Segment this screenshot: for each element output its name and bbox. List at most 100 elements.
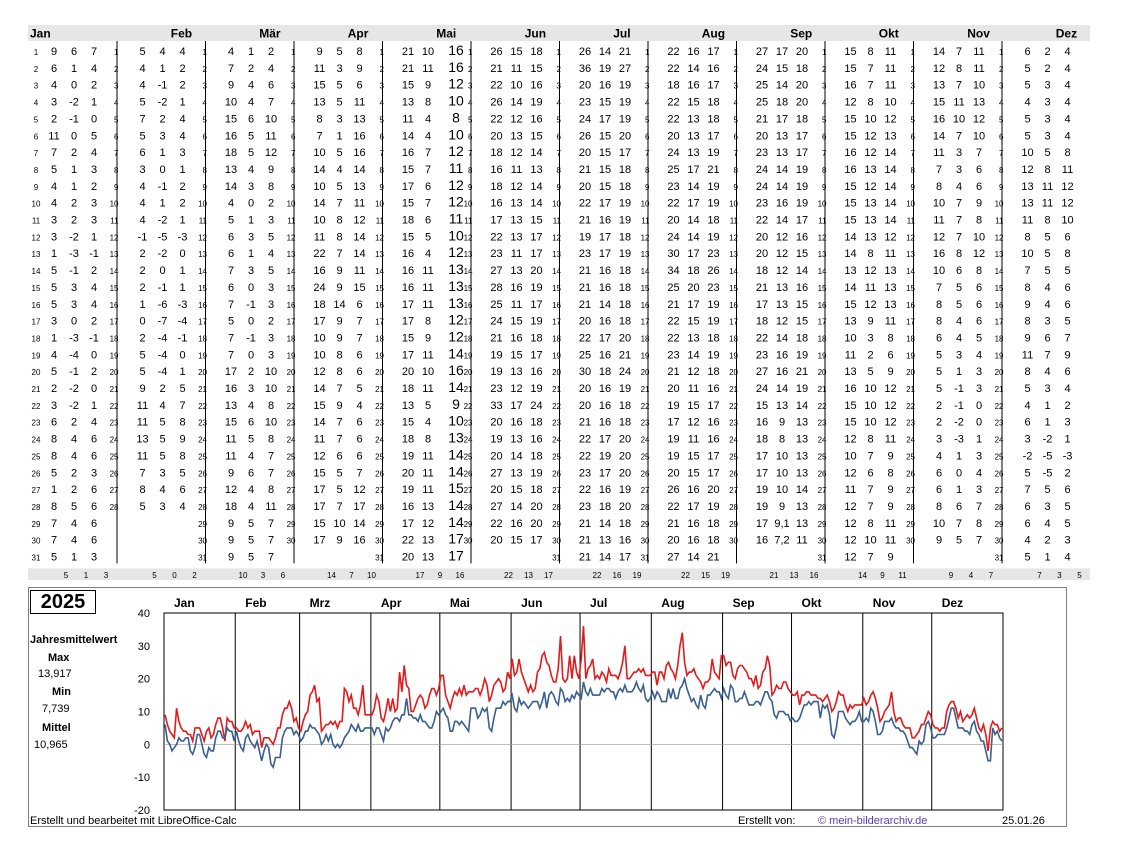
temp-value: 14 [599, 299, 611, 311]
temp-value: 20 [579, 400, 591, 412]
temp-value: 4 [228, 46, 234, 58]
temp-value: 1 [179, 164, 185, 176]
temp-value: 13 [844, 316, 856, 328]
month-header: Jul [613, 27, 630, 41]
temp-value: 10 [953, 113, 965, 125]
temp-value: 5 [1044, 248, 1050, 260]
temp-value: 13 [884, 265, 896, 277]
day-number: 24 [552, 436, 561, 445]
temp-value: 19 [619, 484, 631, 496]
temp-value: 0 [179, 248, 185, 260]
day-number: 18 [464, 334, 473, 343]
temp-value: 19 [619, 248, 631, 260]
temp-value: 13 [510, 467, 522, 479]
temp-value: 11 [265, 501, 276, 513]
temp-value: 10 [776, 467, 788, 479]
temp-value: 25 [490, 299, 502, 311]
temp-value: 12 [313, 450, 325, 462]
temp-value: 27 [490, 501, 502, 513]
day-number: 3 [557, 82, 562, 91]
day-number: 22 [641, 402, 650, 411]
monthly-mean-value: 14 [327, 571, 336, 580]
day-number: 14 [32, 267, 41, 276]
temp-value: 5 [228, 215, 234, 227]
temp-value: 0 [91, 349, 97, 361]
temp-value: 12 [844, 518, 856, 530]
temp-value: 3 [976, 450, 982, 462]
temp-value: 8 [976, 265, 982, 277]
temp-value: 3 [91, 467, 97, 479]
day-number: 13 [198, 250, 207, 259]
temp-value: 19 [707, 316, 719, 328]
day-number: 27 [198, 486, 207, 495]
monthly-mean-value: 5 [64, 571, 69, 580]
temp-value: 3 [1044, 316, 1050, 328]
temp-value: 16 [796, 282, 808, 294]
month-header: Nov [967, 27, 990, 41]
day-number: 17 [995, 318, 1004, 327]
day-number: 30 [198, 537, 207, 546]
day-number: 29 [375, 520, 384, 529]
day-number: 31 [995, 554, 1004, 563]
temp-value: 6 [425, 215, 431, 227]
temp-value: 3 [1064, 417, 1070, 429]
day-number: 4 [999, 99, 1004, 108]
day-number: 1 [822, 48, 827, 57]
temp-value: 20 [667, 130, 679, 142]
temp-value: -4 [158, 332, 168, 344]
day-number: 20 [906, 368, 915, 377]
temp-value: 11 [885, 80, 896, 92]
temp-value: 16 [225, 383, 237, 395]
temp-value: 14 [884, 147, 896, 159]
day-number: 8 [468, 166, 473, 175]
day-number: 1 [291, 48, 296, 57]
temp-value: 14 [776, 332, 788, 344]
temp-value: 12 [776, 316, 788, 328]
temp-value: 11 [885, 434, 896, 446]
temp-value: 15 [313, 400, 325, 412]
temp-value: 1 [71, 63, 77, 75]
temp-value: 9 [228, 518, 234, 530]
temp-value: 7 [228, 332, 234, 344]
temp-value: 3 [51, 97, 57, 109]
temp-value: 15 [599, 181, 611, 193]
day-number: 2 [734, 65, 739, 74]
monthly-mean-value: 7 [1037, 571, 1042, 580]
temp-value: 13 [687, 147, 699, 159]
temp-value: 12 [884, 231, 896, 243]
temp-value: 19 [756, 484, 768, 496]
temp-value: 5 [956, 535, 962, 547]
day-number: 8 [380, 166, 385, 175]
temp-value: 6 [976, 282, 982, 294]
temp-value: 3 [268, 282, 274, 294]
footer-date: 25.01.26 [1002, 815, 1045, 827]
temp-value: 3 [976, 484, 982, 496]
temp-value: 22 [579, 198, 591, 210]
temp-value: 7 [936, 164, 942, 176]
temp-value: 12 [973, 113, 985, 125]
temp-value: 4 [179, 130, 185, 142]
temp-value: 8 [268, 434, 274, 446]
temp-value: 22 [490, 80, 502, 92]
temp-value: 13 [510, 265, 522, 277]
day-number: 24 [198, 436, 207, 445]
temp-value: 6 [228, 231, 234, 243]
temp-value: 15 [402, 164, 414, 176]
temp-value: 19 [530, 467, 542, 479]
temp-value: 5 [1024, 467, 1030, 479]
temp-value: 22 [667, 198, 679, 210]
temp-value: 17 [530, 535, 542, 547]
temp-value: 4 [139, 63, 145, 75]
temp-value: 17 [448, 531, 464, 547]
temp-value: 13 [353, 113, 365, 125]
temp-value: 12 [265, 147, 277, 159]
temp-value: 4 [248, 97, 254, 109]
temp-value: 12 [844, 434, 856, 446]
temp-value: 2 [71, 417, 77, 429]
temp-value: 24 [756, 63, 768, 75]
temp-value: 6 [356, 80, 362, 92]
day-number: 19 [464, 351, 473, 360]
temp-value: 13 [796, 417, 808, 429]
temp-value: 13 [510, 434, 522, 446]
temp-value: 8 [936, 316, 942, 328]
